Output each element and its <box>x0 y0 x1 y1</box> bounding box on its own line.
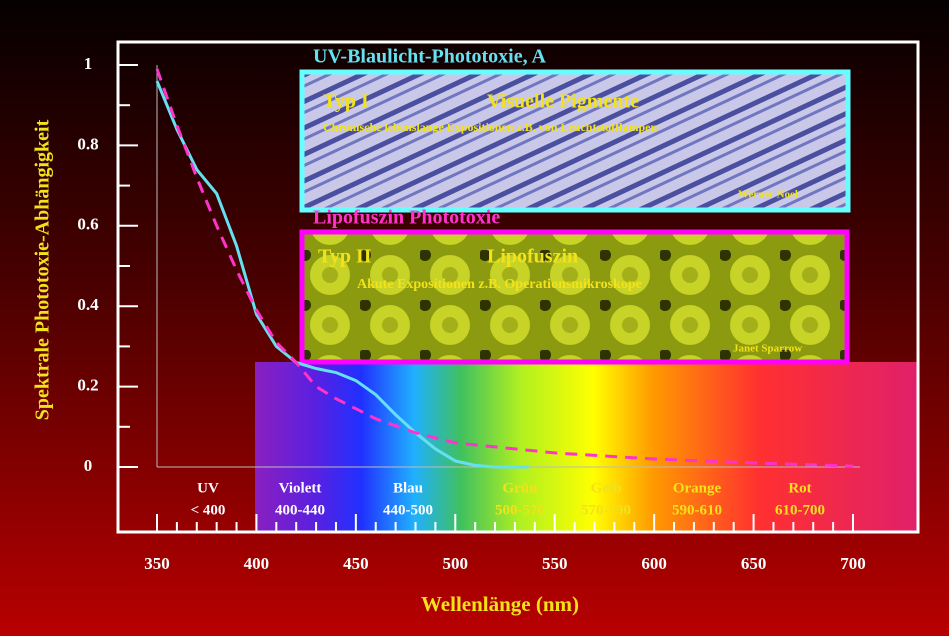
x-tick-label: 350 <box>144 554 170 573</box>
x-axis-label: Wellenlänge (nm) <box>421 592 579 616</box>
panel-subject: Lipofuszin <box>487 246 578 268</box>
panel-subject: Visuelle Pigmente <box>487 91 639 113</box>
y-tick-label: 0.2 <box>77 376 98 395</box>
band-name: Rot <box>788 480 811 496</box>
page: UV-Blaulicht-Phototoxie, A Typ I Visuell… <box>0 0 949 636</box>
band-range: 440-500 <box>383 502 433 518</box>
band-name: Gelb <box>591 480 622 496</box>
x-tick-label: 550 <box>542 554 568 573</box>
panel-heading: UV-Blaulicht-Phototoxie, A <box>313 46 547 68</box>
x-tick-label: 700 <box>840 554 866 573</box>
band-range: 570-590 <box>581 502 631 518</box>
y-tick-label: 1 <box>84 54 93 73</box>
chart: UV-Blaulicht-Phototoxie, A Typ I Visuell… <box>0 0 949 636</box>
panel-type: Typ I <box>323 91 369 113</box>
band-name: Blau <box>393 480 423 496</box>
y-axis-label: Spektrale Phototoxie-Abhängigkeit <box>32 119 54 420</box>
panel-credit: Janet Sparrow <box>733 343 802 355</box>
x-tick-label: 650 <box>741 554 767 573</box>
panel-credit: Werner Noel <box>738 189 798 201</box>
band-name: Orange <box>673 480 722 496</box>
y-tick-label: 0.8 <box>77 134 98 153</box>
panel-description: Akute Expositionen z.B. Operationsmikros… <box>357 277 642 292</box>
panel-description: Chronische lebenslange Expositionen z.B.… <box>323 120 657 134</box>
x-tick-label: 500 <box>443 554 469 573</box>
y-tick-label: 0.6 <box>77 215 98 234</box>
y-tick-label: 0.4 <box>77 295 99 314</box>
y-tick-label: 0 <box>84 456 93 475</box>
x-tick-label: 450 <box>343 554 369 573</box>
panel-type: Typ II <box>318 246 372 268</box>
x-tick-label: 400 <box>244 554 270 573</box>
band-range: < 400 <box>191 502 226 518</box>
band-name: Violett <box>279 480 322 496</box>
panel-heading: Lipofuszin Phototoxie <box>313 207 500 229</box>
band-name: Grün <box>502 480 538 496</box>
band-name: UV <box>197 480 219 496</box>
band-range: 610-700 <box>775 502 825 518</box>
band-range: 500-570 <box>495 502 545 518</box>
band-range: 400-440 <box>275 502 325 518</box>
x-tick-label: 600 <box>641 554 667 573</box>
band-range: 590-610 <box>672 502 722 518</box>
